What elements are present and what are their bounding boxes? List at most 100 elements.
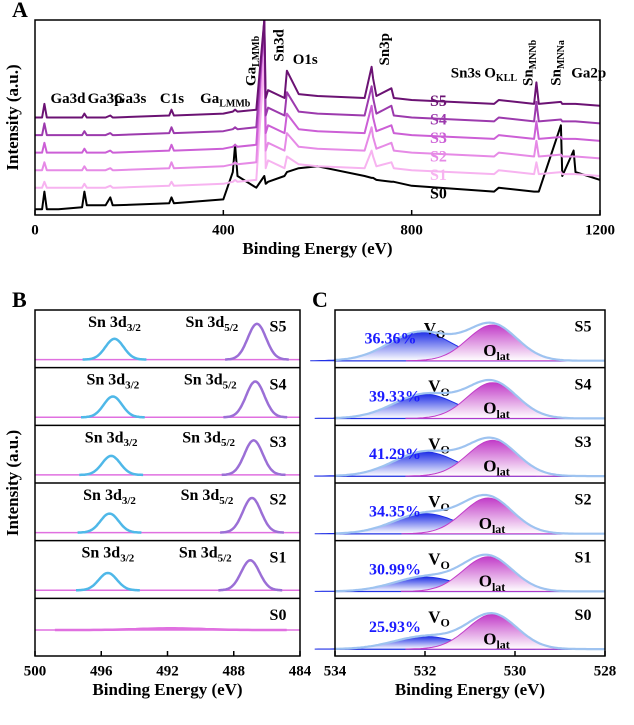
sample-label: S0 xyxy=(575,607,592,624)
x-axis-label: Binding Energy (eV) xyxy=(395,680,545,699)
x-tick-label: 530 xyxy=(504,663,527,679)
sample-label: S4 xyxy=(270,376,287,393)
peak-annotation: GaLMMb xyxy=(200,91,251,109)
peak-annotation: OKLL xyxy=(484,66,517,84)
label-subscript: lat xyxy=(492,522,505,536)
peak-label: Sn 3d5/2 xyxy=(184,371,237,391)
label-subscript: lat xyxy=(496,637,509,651)
sample-label: S2 xyxy=(575,492,592,509)
sample-label: S1 xyxy=(270,549,287,566)
series-label: S4 xyxy=(430,112,447,129)
series-label: S2 xyxy=(430,149,447,166)
label-text: Ga3p xyxy=(88,91,123,107)
label-text: V xyxy=(424,319,437,338)
spectrum-line xyxy=(35,20,600,154)
peak-annotation: O1s xyxy=(293,52,318,68)
percent-label: 39.33% xyxy=(369,388,421,405)
label-text: V xyxy=(428,434,441,453)
label-text: O xyxy=(483,629,496,648)
label-subscript: 5/2 xyxy=(218,552,233,564)
label-text: O xyxy=(484,66,496,82)
peak-annotation: SnMNNb xyxy=(521,39,539,86)
envelope-line xyxy=(334,321,605,362)
percent-label: 25.93% xyxy=(369,619,421,636)
label-subscript: 5/2 xyxy=(219,494,234,506)
label-text: V xyxy=(428,607,441,626)
series-label: S3 xyxy=(430,130,447,147)
peak-label: Olat xyxy=(479,514,506,536)
x-tick-label: 496 xyxy=(90,663,113,679)
percent-label: 34.35% xyxy=(369,504,421,521)
label-subscript: O xyxy=(440,615,449,629)
label-text: Sn3p xyxy=(377,33,393,66)
series-label: S5 xyxy=(430,93,447,110)
sample-label: S0 xyxy=(270,607,287,624)
peak-label: Olat xyxy=(483,341,510,363)
x-tick-label: 484 xyxy=(289,663,312,679)
label-text: Sn 3d xyxy=(186,314,225,331)
peak-label: Sn 3d5/2 xyxy=(182,429,235,449)
label-text: Sn3s xyxy=(451,66,481,82)
peak-label: Sn 3d3/2 xyxy=(81,544,134,564)
label-text: V xyxy=(428,550,441,569)
panel-label: A xyxy=(12,0,28,22)
peak-annotation: Ga2p xyxy=(571,66,606,82)
percent-label: 30.99% xyxy=(369,561,421,578)
peak-label: Olat xyxy=(483,456,510,478)
y-axis-label: Intensity (a.u.) xyxy=(3,430,22,536)
label-text: V xyxy=(428,377,441,396)
peak-annotation: C1s xyxy=(160,91,184,107)
peak-annotation: Ga3p xyxy=(88,91,123,107)
peak-label: VO xyxy=(428,550,450,572)
label-subscript: lat xyxy=(496,407,509,421)
fitted-peak xyxy=(82,337,147,361)
label-text: Sn xyxy=(549,68,565,85)
label-text: Sn 3d xyxy=(85,429,124,446)
label-subscript: lat xyxy=(496,349,509,363)
label-subscript: 3/2 xyxy=(125,379,140,391)
x-axis-label: Binding Energy (eV) xyxy=(92,680,242,699)
peak-annotation: Sn3d xyxy=(272,28,288,61)
envelope-line xyxy=(334,553,605,593)
label-text: Ga xyxy=(244,66,260,86)
peak-annotation: Sn3s xyxy=(451,66,481,82)
label-text: Sn 3d xyxy=(182,429,221,446)
sample-label: S5 xyxy=(270,319,287,336)
label-subscript: LMMb xyxy=(219,99,251,110)
label-text: Ga xyxy=(200,91,220,107)
peak-label: Sn 3d3/2 xyxy=(86,371,139,391)
sample-label: S2 xyxy=(270,492,287,509)
spectrum-line xyxy=(35,20,600,137)
x-axis-label: Binding Energy (eV) xyxy=(242,239,392,258)
fitted-peak xyxy=(220,496,284,534)
label-text: Ga3d xyxy=(50,91,86,107)
label-text: C1s xyxy=(160,91,184,107)
peak-annotation: Sn3p xyxy=(377,33,393,66)
label-subscript: 3/2 xyxy=(122,494,137,506)
fitted-peak xyxy=(54,627,287,632)
label-subscript: 5/2 xyxy=(221,437,236,449)
x-tick-label: 800 xyxy=(400,222,423,238)
fitted-peak xyxy=(225,322,289,361)
envelope-line xyxy=(334,493,605,535)
label-text: Sn xyxy=(521,69,537,86)
x-tick-label: 528 xyxy=(594,663,617,679)
plot-frame xyxy=(334,309,606,657)
label-subscript: KLL xyxy=(496,73,517,84)
sample-label: S4 xyxy=(575,376,592,393)
sample-label: S1 xyxy=(575,549,592,566)
label-text: Sn 3d xyxy=(83,487,122,504)
x-tick-label: 1200 xyxy=(585,222,615,238)
percent-label: 36.36% xyxy=(365,331,417,348)
spectrum-line xyxy=(35,58,600,189)
peak-label: VO xyxy=(424,319,446,341)
peak-label: Sn 3d5/2 xyxy=(186,314,239,334)
x-tick-label: 532 xyxy=(414,663,437,679)
fitted-peak xyxy=(218,559,283,592)
peak-annotation: Ga3s xyxy=(114,91,147,107)
label-subscript: 3/2 xyxy=(120,552,135,564)
label-text: O xyxy=(483,341,496,360)
spectrum-line xyxy=(35,20,600,172)
sample-label: S3 xyxy=(270,434,287,451)
